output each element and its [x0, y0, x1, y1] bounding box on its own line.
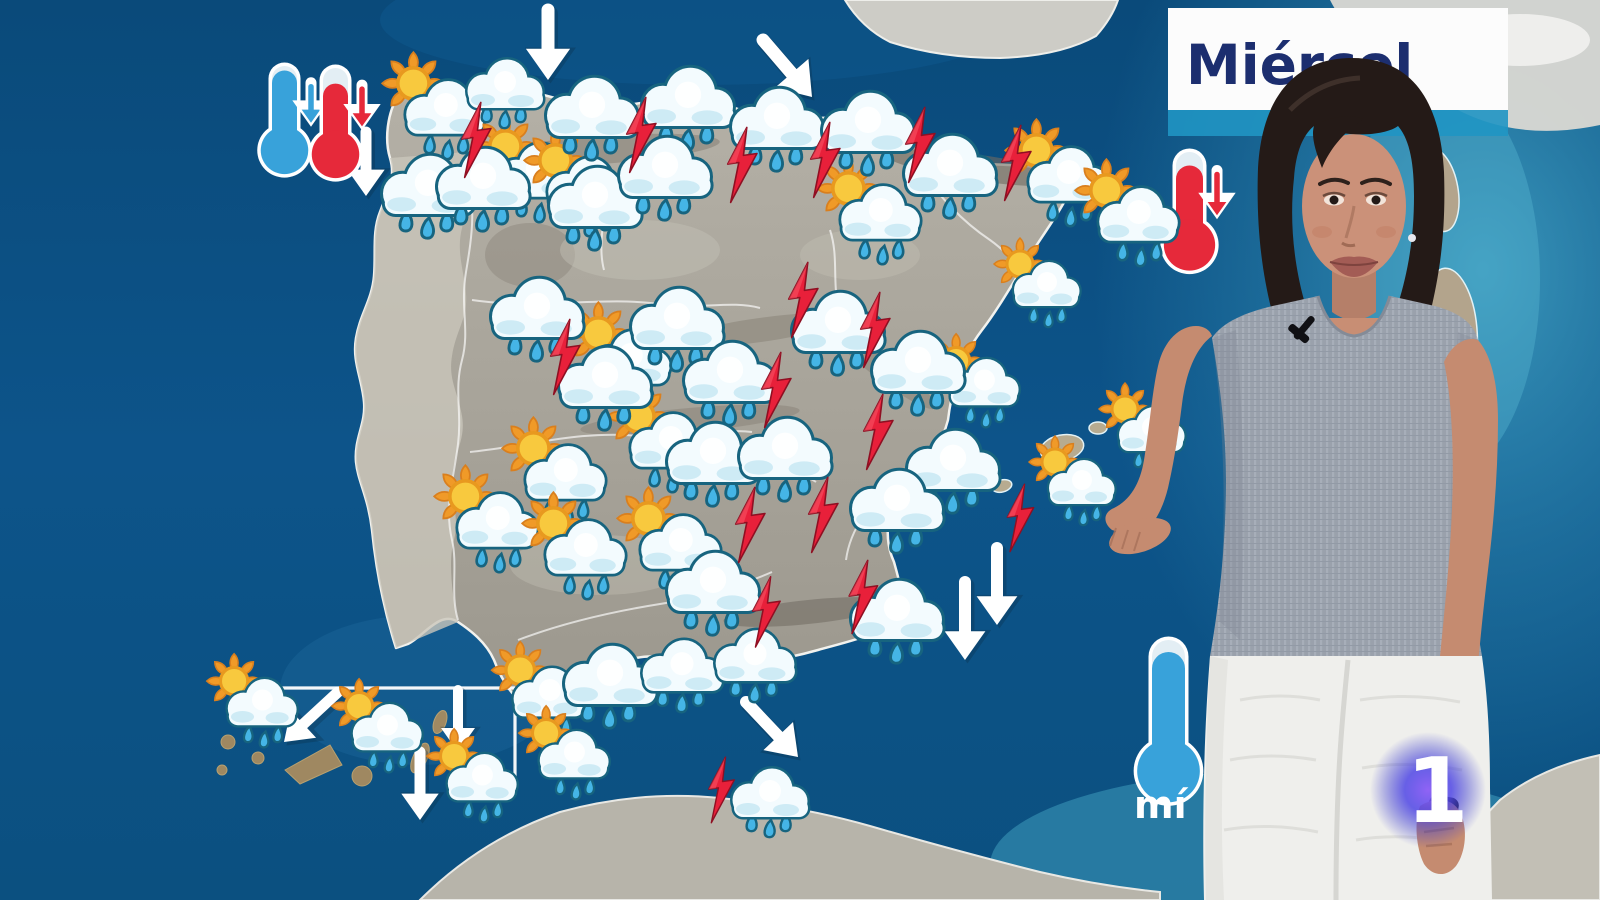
wind-arrow-icon: [943, 576, 992, 664]
earring: [1408, 234, 1416, 242]
nose: [1344, 205, 1356, 239]
lips: [1330, 256, 1378, 277]
france-land: [843, 0, 1120, 60]
wind-arrow-icon: [525, 3, 576, 84]
thermometers-layer: [257, 62, 1236, 806]
right-eyebrow: [1360, 177, 1392, 186]
presenter-right-arm: [1105, 326, 1212, 538]
presenter: [1105, 58, 1498, 900]
thermometer-red-falling-icon: [308, 64, 381, 182]
presenter-face: [1302, 134, 1406, 278]
min-temp-label: mí: [1134, 783, 1189, 827]
thermometer-blue-falling-icon: [257, 62, 330, 178]
left-eyebrow: [1318, 177, 1350, 186]
thermometer-blue-icon: [1133, 636, 1204, 806]
microphone-icon: [1288, 315, 1315, 344]
canary-islands: [216, 710, 448, 787]
channel-number: 1: [1406, 739, 1469, 844]
wind-arrow-icon: [346, 126, 391, 200]
portugal-land: [355, 152, 474, 648]
wind-arrow-icon: [400, 746, 445, 824]
presenter-top: [1210, 296, 1482, 656]
channel-1-logo: 1: [1370, 732, 1486, 848]
presenter-right-hand: [1109, 517, 1171, 555]
wind-arrow-icon: [740, 696, 801, 761]
wind-arrow-icon: [975, 542, 1024, 629]
presenter-hair: [1257, 58, 1445, 314]
